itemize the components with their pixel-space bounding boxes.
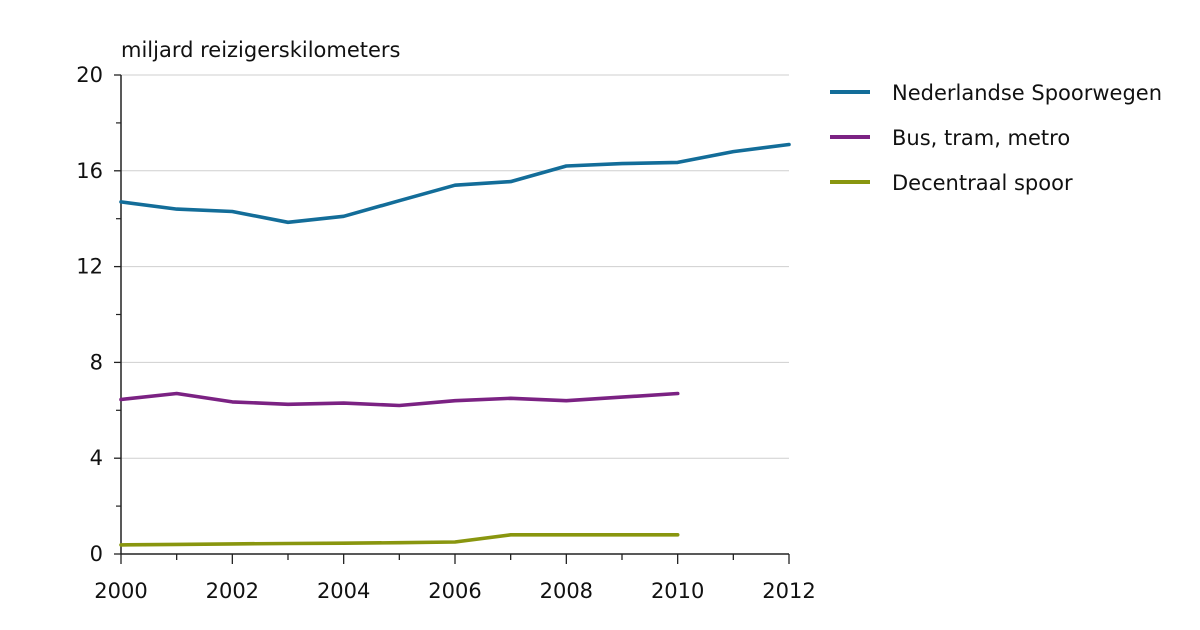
y-tick-label: 4 bbox=[90, 446, 103, 470]
y-axis: 0 4 8 12 16 20 bbox=[76, 63, 122, 566]
y-axis-label: miljard reizigerskilometers bbox=[121, 38, 401, 62]
x-tick-label: 2004 bbox=[317, 579, 370, 603]
x-tick-label: 2008 bbox=[540, 579, 593, 603]
x-tick-label: 2012 bbox=[762, 579, 815, 603]
y-tick-label: 8 bbox=[90, 350, 103, 374]
x-axis: 2000 2002 2004 2006 2008 2010 2012 bbox=[94, 553, 816, 603]
x-tick-label: 2002 bbox=[206, 579, 259, 603]
x-tick-label: 2000 bbox=[94, 579, 147, 603]
y-tick-label: 0 bbox=[90, 542, 103, 566]
series-line-2 bbox=[119, 391, 680, 408]
gridlines bbox=[121, 74, 789, 459]
legend-label: Decentraal spoor bbox=[892, 171, 1073, 195]
series-line-1 bbox=[119, 142, 791, 225]
legend: Nederlandse Spoorwegen Bus, tram, metro De… bbox=[830, 81, 1162, 195]
legend-label: Nederlandse Spoorwegen bbox=[892, 81, 1162, 105]
series-line-3 bbox=[119, 532, 680, 547]
x-tick-label: 2006 bbox=[428, 579, 481, 603]
y-tick-label: 12 bbox=[76, 255, 103, 279]
legend-label: Bus, tram, metro bbox=[892, 126, 1070, 150]
y-tick-label: 16 bbox=[76, 159, 103, 183]
series-lines bbox=[119, 142, 791, 547]
y-tick-label: 20 bbox=[76, 63, 103, 87]
x-tick-label: 2010 bbox=[651, 579, 704, 603]
